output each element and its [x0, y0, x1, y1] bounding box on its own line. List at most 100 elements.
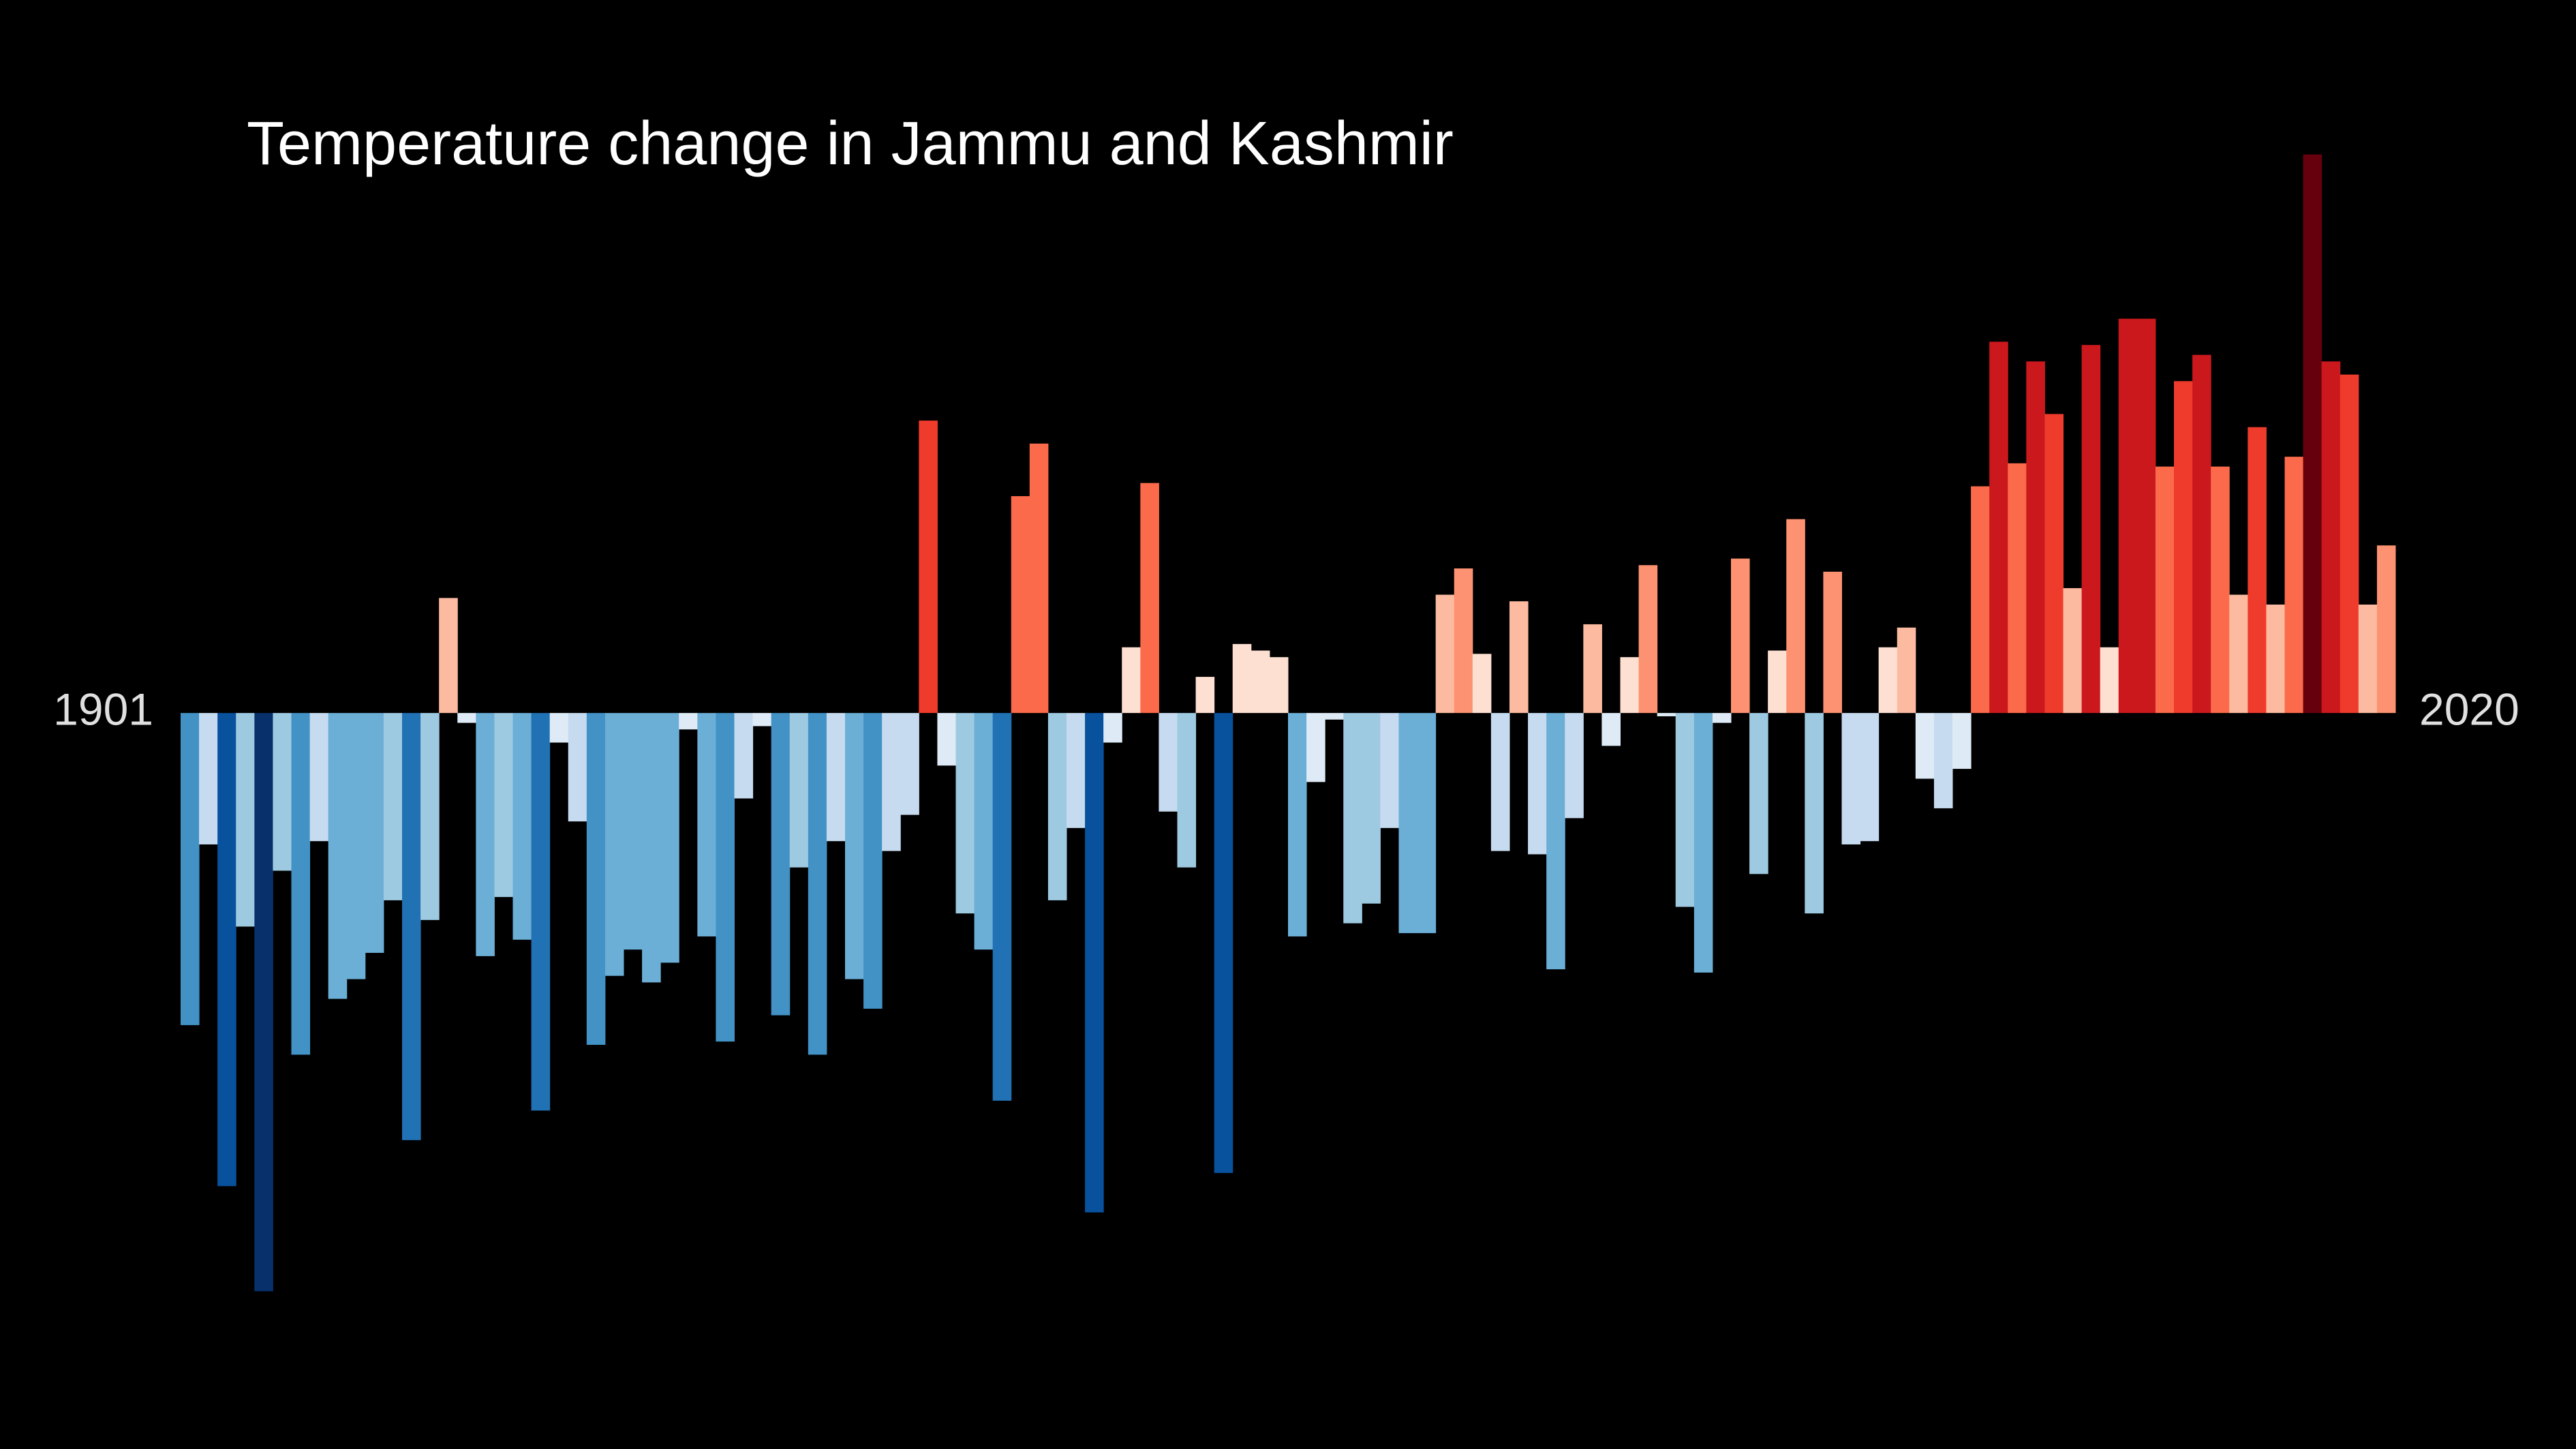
bar [882, 713, 901, 851]
bar [217, 713, 236, 1187]
bar [716, 713, 735, 1042]
bar [1565, 713, 1584, 819]
bar [420, 713, 440, 920]
bar [2248, 427, 2267, 714]
bar [1380, 713, 1399, 828]
bar [2340, 374, 2359, 714]
bar [734, 713, 754, 799]
bar [383, 713, 403, 900]
bar [1011, 495, 1030, 714]
bar [365, 713, 384, 954]
bar [1306, 713, 1325, 782]
bar [1749, 713, 1768, 874]
bar [624, 713, 643, 950]
bar [1971, 486, 1990, 714]
bar [1675, 713, 1695, 907]
bar [1398, 713, 1418, 934]
bar [1454, 568, 1473, 714]
bar [402, 713, 421, 1140]
bar [2321, 361, 2341, 714]
bar [346, 713, 366, 979]
bar [974, 713, 994, 950]
bar [1768, 650, 1787, 714]
bar [1657, 713, 1676, 716]
bar [642, 713, 661, 983]
bar [2100, 647, 2119, 714]
bar [1103, 713, 1122, 743]
bar [457, 713, 476, 723]
bar [2174, 381, 2193, 714]
bar [1601, 713, 1621, 746]
bar [1214, 713, 1233, 1174]
bar [1029, 443, 1049, 714]
bar [1435, 594, 1455, 714]
bar [2136, 318, 2156, 714]
bar [2376, 545, 2396, 714]
bar [604, 713, 624, 976]
bar [181, 713, 200, 1026]
bar [2118, 318, 2138, 714]
bar [2063, 588, 2083, 714]
bar [1712, 713, 1732, 723]
bar [1195, 677, 1215, 714]
bar [1251, 650, 1270, 714]
bar [2358, 605, 2378, 714]
bar [1288, 713, 1307, 936]
bar [1325, 713, 1344, 720]
bar [919, 421, 938, 714]
bar [1860, 713, 1880, 842]
bar [1731, 558, 1750, 714]
bar [2303, 154, 2322, 714]
bar [697, 713, 716, 936]
bar [1085, 713, 1104, 1212]
bar [826, 713, 846, 842]
bar [992, 713, 1012, 1101]
bar [2266, 605, 2285, 714]
bar [1362, 713, 1381, 904]
bar [752, 713, 772, 727]
bar [1805, 713, 1824, 914]
bar [2026, 361, 2045, 714]
bar [1177, 713, 1197, 868]
bar [2229, 594, 2248, 714]
bar [1417, 713, 1437, 934]
bar [845, 713, 864, 979]
bar [900, 713, 919, 815]
bar [549, 713, 569, 743]
bar [2284, 457, 2304, 714]
bar [568, 713, 587, 822]
bar [1528, 713, 1547, 855]
bar [1915, 713, 1935, 779]
bar [2155, 466, 2175, 714]
bar [2192, 354, 2211, 714]
bar [789, 713, 809, 868]
bar [1509, 601, 1529, 714]
chart-title: Temperature change in Jammu and Kashmir [247, 110, 1454, 178]
bar [1620, 657, 1640, 714]
bar [328, 713, 348, 999]
x-tick-label: 1901 [53, 684, 153, 735]
bar [1989, 341, 2008, 714]
bar [955, 713, 975, 914]
bar [254, 713, 273, 1292]
bar [273, 713, 292, 871]
bar [1490, 713, 1510, 851]
bar [531, 713, 551, 1111]
bar [512, 713, 532, 940]
bar [1933, 713, 1953, 808]
bar [679, 713, 698, 730]
bar [309, 713, 329, 842]
bar [1583, 624, 1602, 714]
bar [1269, 657, 1289, 714]
bar [1897, 627, 1916, 714]
bar [476, 713, 495, 956]
bar [1067, 713, 1086, 828]
bar [1546, 713, 1565, 970]
bar [937, 713, 956, 766]
bar [199, 713, 218, 844]
bar [1878, 647, 1898, 714]
bar [1786, 519, 1805, 714]
bar [808, 713, 827, 1055]
bar [1232, 643, 1252, 714]
bar [2008, 463, 2027, 714]
